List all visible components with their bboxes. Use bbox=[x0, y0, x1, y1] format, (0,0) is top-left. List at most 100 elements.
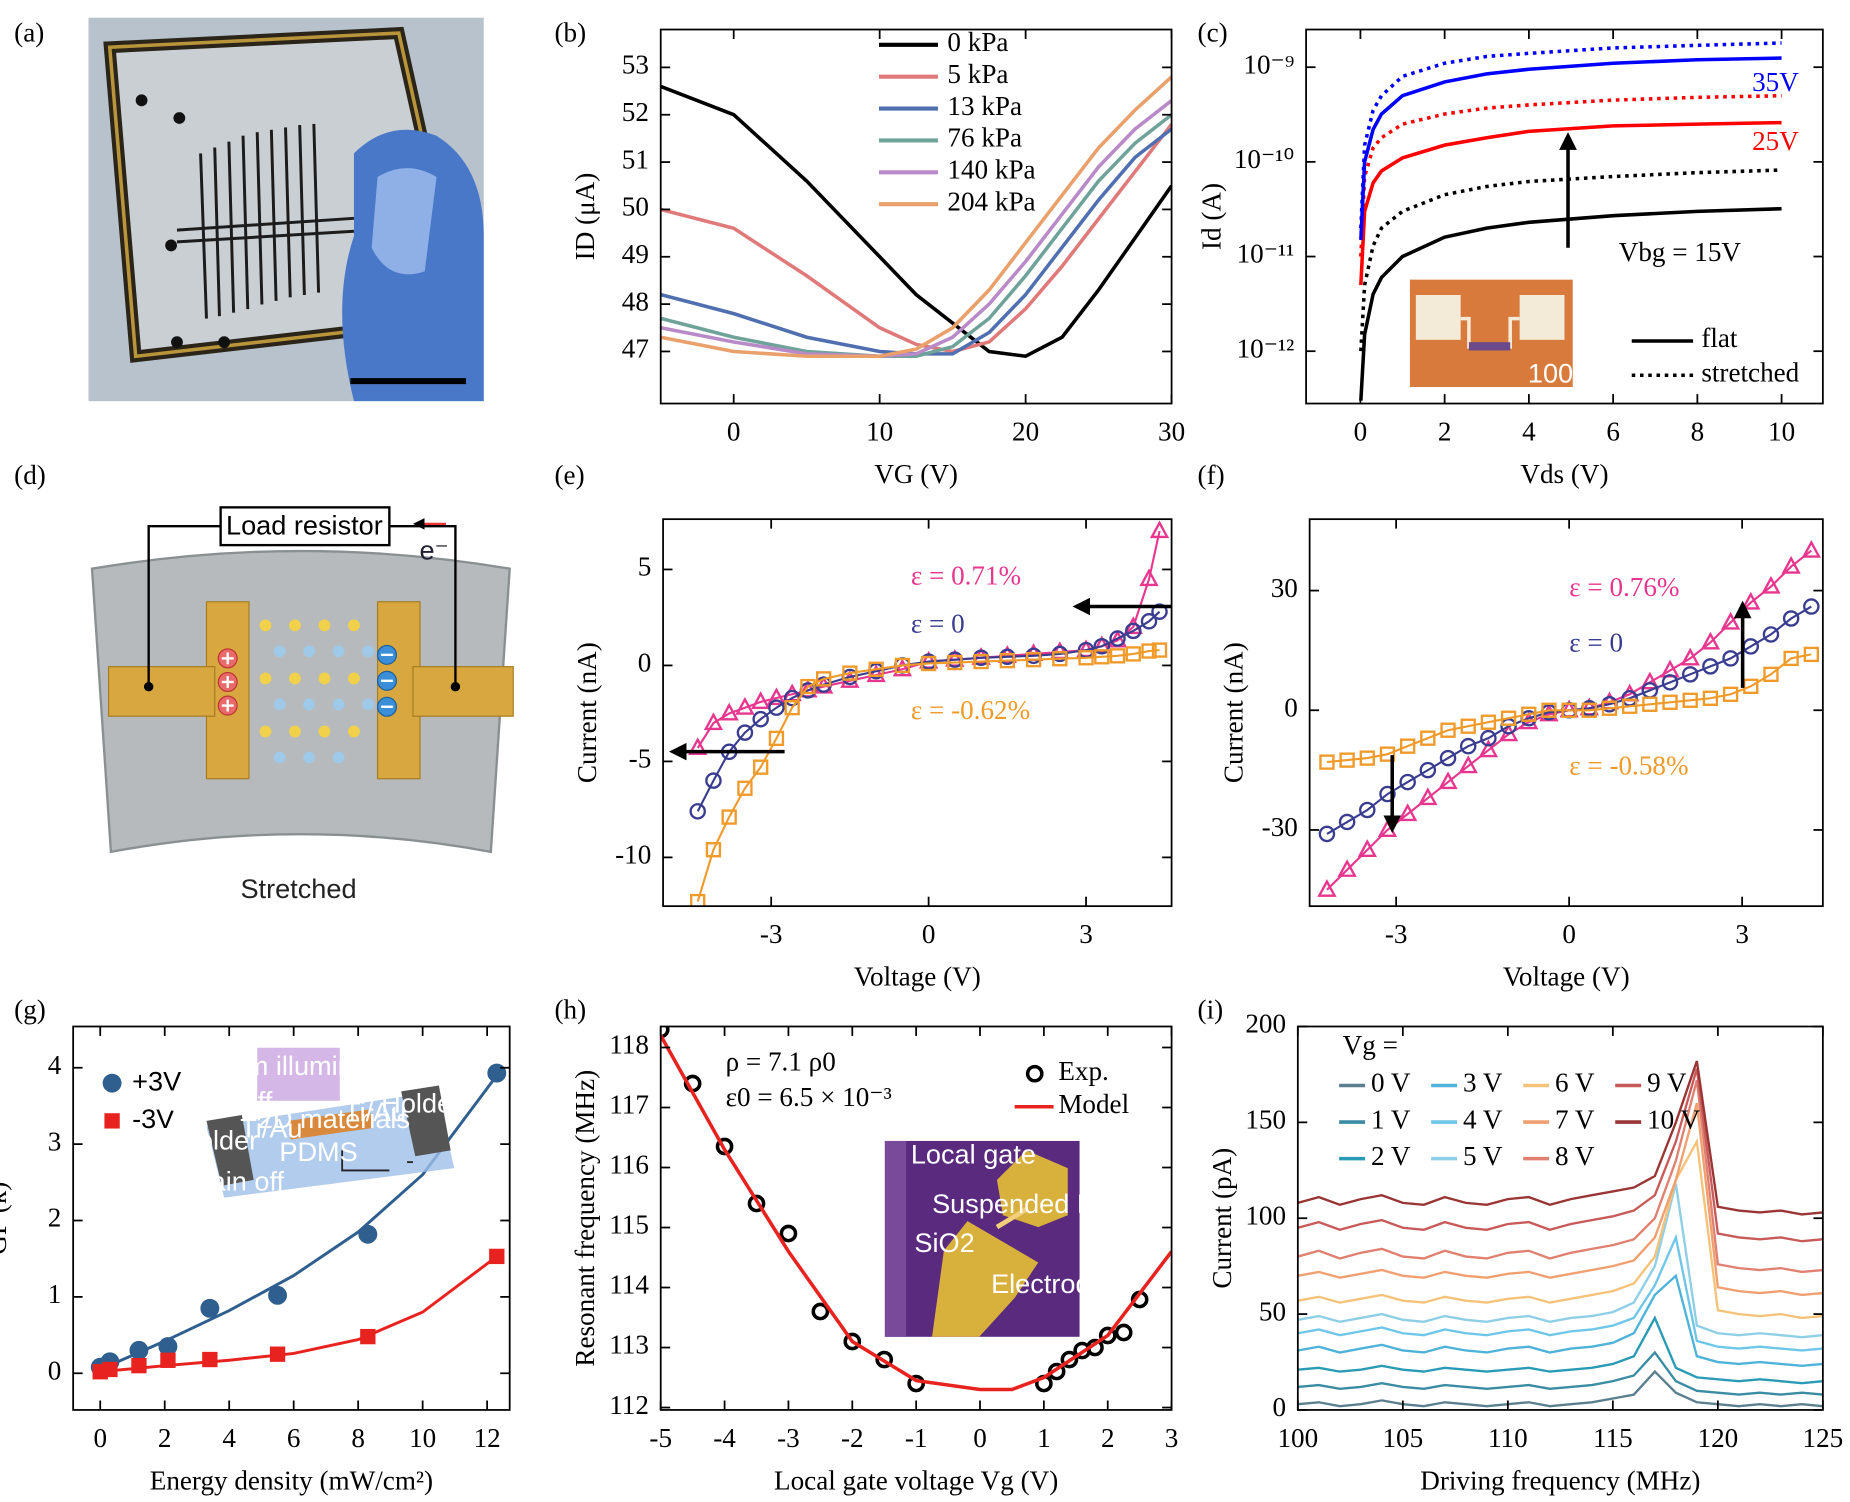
marker bbox=[1722, 650, 1739, 667]
marker bbox=[1783, 650, 1799, 667]
series-line bbox=[1297, 1079, 1823, 1274]
x-tick-label: 3 bbox=[1165, 1423, 1179, 1453]
legend-label: 7 V bbox=[1555, 1104, 1595, 1134]
marker bbox=[737, 780, 753, 796]
series-line bbox=[660, 1034, 1172, 1392]
marker bbox=[1357, 839, 1377, 857]
inset-label: Holder bbox=[178, 1124, 258, 1155]
legend-label: 13 kPa bbox=[947, 91, 1022, 121]
panel-label: (f) bbox=[1198, 460, 1225, 490]
marker bbox=[269, 1346, 286, 1362]
legend-label: Model bbox=[1058, 1089, 1129, 1119]
x-tick-label: 110 bbox=[1488, 1423, 1528, 1453]
y-axis-title: ID (μA) bbox=[570, 173, 600, 261]
x-tick-label: -4 bbox=[713, 1423, 736, 1453]
panel-label: (a) bbox=[14, 18, 44, 48]
marker bbox=[689, 803, 706, 820]
y-tick-label: 150 bbox=[1245, 1105, 1286, 1135]
y-tick-label: -30 bbox=[1262, 812, 1298, 842]
marker bbox=[1700, 631, 1721, 650]
series-line bbox=[1359, 56, 1782, 240]
inset-electrode bbox=[932, 1221, 1039, 1337]
marker bbox=[1399, 773, 1416, 791]
series-label: ε = 0.76% bbox=[1569, 572, 1679, 602]
x-tick-label: 10 bbox=[1768, 416, 1795, 446]
series-line bbox=[1297, 1068, 1823, 1243]
inset-channel bbox=[1468, 342, 1511, 351]
marker bbox=[1060, 1350, 1079, 1369]
series-label: ε = -0.58% bbox=[1569, 750, 1688, 780]
marker bbox=[1151, 642, 1168, 658]
marker bbox=[1480, 729, 1497, 747]
marker bbox=[1398, 803, 1418, 822]
x-axis-title: Local gate voltage Vg (V) bbox=[774, 1465, 1058, 1495]
y-tick-label: 49 bbox=[622, 239, 649, 269]
legend-label: 5 V bbox=[1463, 1141, 1503, 1171]
marker bbox=[1379, 746, 1396, 762]
marker bbox=[131, 1357, 147, 1374]
inset-label: 365nm illumination bbox=[185, 1050, 411, 1081]
legend-label: 2 V bbox=[1371, 1141, 1411, 1171]
caption: Stretched bbox=[240, 873, 356, 904]
legend-label: +3V bbox=[132, 1065, 181, 1096]
inset-gate bbox=[884, 1140, 907, 1337]
marker bbox=[1025, 1064, 1044, 1083]
x-tick-label: -3 bbox=[777, 1423, 800, 1453]
inset-holder bbox=[206, 1114, 254, 1186]
y-tick-label: 0 bbox=[48, 1355, 62, 1385]
marker bbox=[1093, 637, 1111, 655]
y-tick-label: 114 bbox=[609, 1270, 649, 1300]
inset-label: Strain off bbox=[176, 1166, 285, 1197]
marker bbox=[894, 657, 911, 674]
marker bbox=[1762, 626, 1780, 643]
x-tick-label: 105 bbox=[1382, 1423, 1423, 1453]
x-tick-label: 10 bbox=[866, 416, 893, 446]
axes-frame bbox=[659, 1025, 1173, 1411]
legend-label: 0 kPa bbox=[947, 27, 1008, 57]
marker bbox=[875, 1350, 894, 1369]
marker bbox=[753, 759, 769, 775]
x-tick-label: 0 bbox=[973, 1423, 987, 1453]
x-tick-label: 4 bbox=[222, 1423, 236, 1453]
inset-label: Suspended MoS2 bbox=[932, 1188, 1148, 1219]
y-tick-label: -5 bbox=[629, 744, 652, 774]
marker bbox=[1480, 714, 1497, 730]
marker bbox=[715, 1137, 734, 1156]
y-tick-label: 200 bbox=[1245, 1009, 1286, 1039]
marker bbox=[1078, 650, 1094, 666]
marker bbox=[1500, 710, 1517, 726]
x-axis-title: Voltage (V) bbox=[854, 962, 981, 992]
marker bbox=[1642, 696, 1658, 712]
inset-label: 100 μm bbox=[1528, 357, 1619, 388]
marker bbox=[158, 1337, 178, 1356]
axes-frame bbox=[662, 518, 1173, 908]
x-tick-label: 0 bbox=[727, 416, 741, 446]
y-tick-label: -10 bbox=[615, 840, 651, 870]
x-tick-label: -5 bbox=[649, 1423, 672, 1453]
marker bbox=[1151, 603, 1168, 620]
marker bbox=[1319, 754, 1335, 770]
marker bbox=[1440, 722, 1456, 738]
marker bbox=[1047, 1362, 1066, 1381]
x-axis-title: Driving frequency (MHz) bbox=[1420, 1465, 1700, 1495]
y-tick-label: 2 bbox=[48, 1203, 62, 1233]
y-tick-label: 50 bbox=[622, 192, 649, 222]
legend-label: 10 V bbox=[1647, 1104, 1700, 1134]
series-line bbox=[1297, 1183, 1823, 1339]
marker bbox=[768, 730, 785, 747]
y-tick-label: 50 bbox=[1259, 1296, 1286, 1326]
marker bbox=[811, 1302, 830, 1321]
legend-label: stretched bbox=[1701, 357, 1799, 387]
marker bbox=[1025, 652, 1042, 668]
y-tick-label: 10⁻⁹ bbox=[1243, 49, 1294, 79]
annotation: Vbg = 15V bbox=[1619, 237, 1742, 267]
y-axis-title: Current (pA) bbox=[1207, 1148, 1237, 1289]
marker bbox=[779, 1224, 798, 1243]
marker bbox=[1109, 648, 1126, 664]
marker bbox=[736, 724, 754, 741]
x-tick-label: 30 bbox=[1158, 416, 1185, 446]
y-tick-label: 5 bbox=[638, 552, 652, 582]
x-tick-label: 2 bbox=[1438, 416, 1452, 446]
y-tick-label: 4 bbox=[48, 1050, 62, 1080]
marker bbox=[160, 1352, 176, 1368]
